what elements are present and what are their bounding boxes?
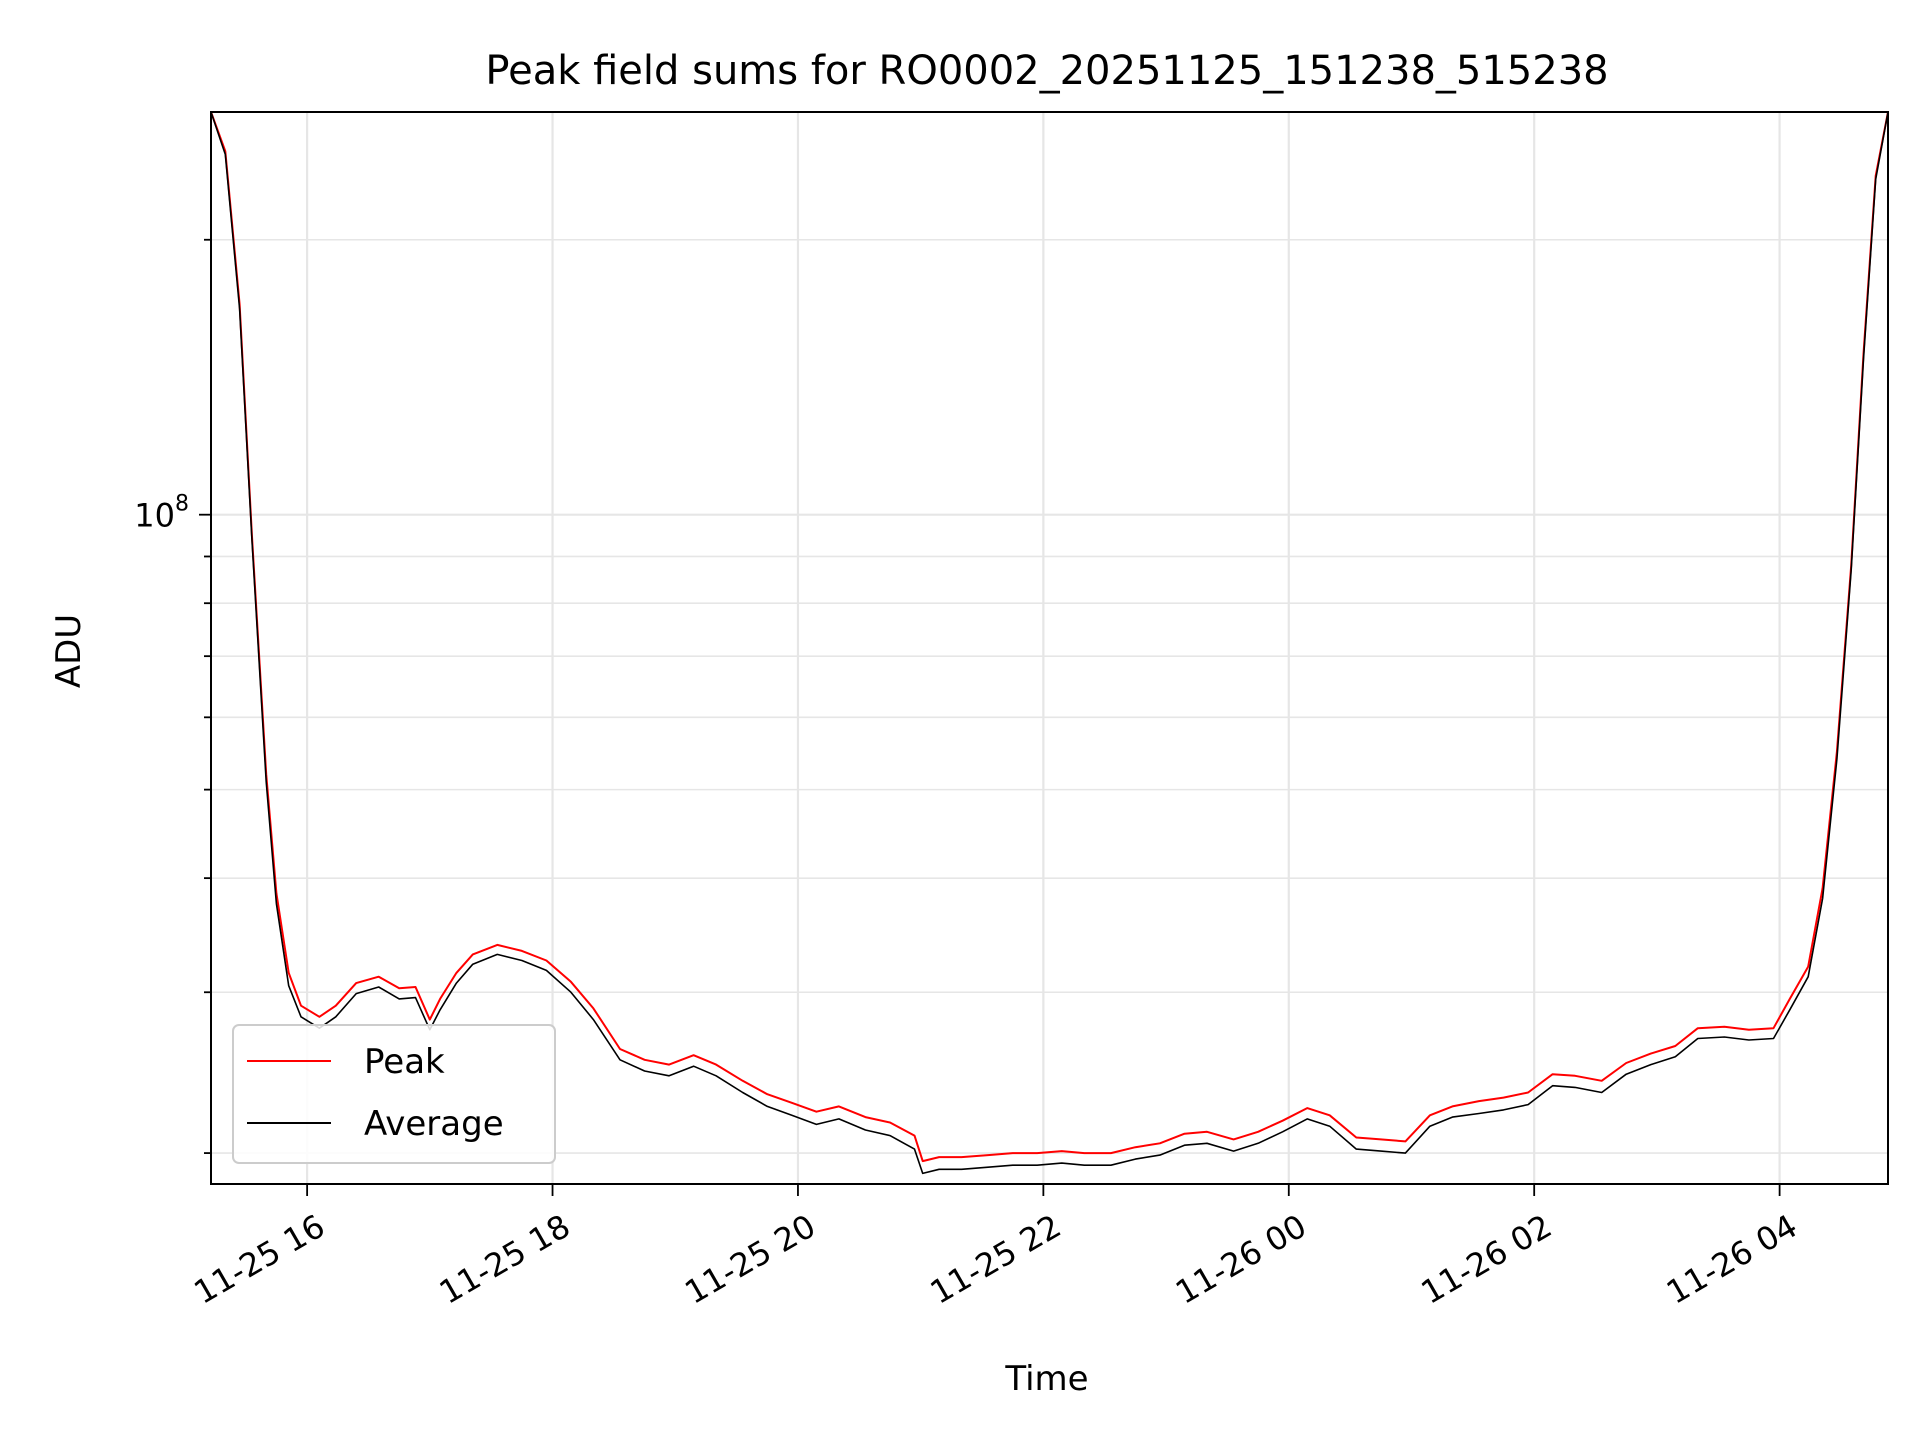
legend-label-average: Average [364, 1104, 504, 1144]
legend-label-peak: Peak [364, 1042, 445, 1082]
legend: Peak Average [232, 1024, 556, 1164]
series-line-average [211, 112, 1888, 1175]
legend-box [232, 1024, 556, 1164]
series-line-peak [211, 112, 1888, 1163]
grid [211, 112, 1888, 1184]
x-axis-label: Time [1004, 1359, 1088, 1399]
y-axis-label: ADU [49, 614, 89, 688]
chart-title: Peak field sums for RO0002_20251125_1512… [485, 48, 1608, 94]
y-tick-label: 108 [134, 492, 189, 535]
plot-frame [210, 111, 1889, 1185]
